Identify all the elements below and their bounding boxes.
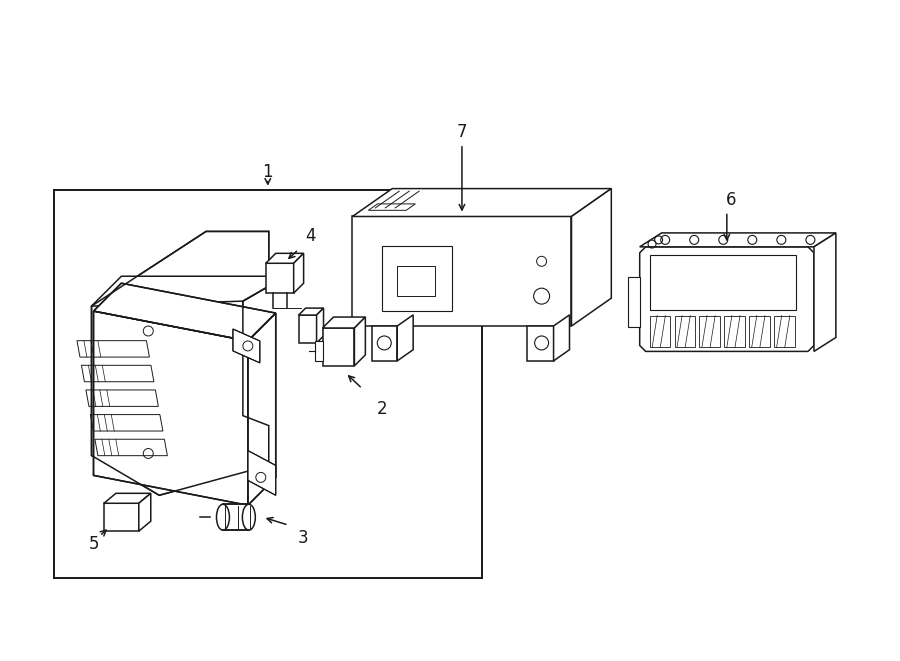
Polygon shape	[397, 315, 413, 361]
Polygon shape	[526, 326, 554, 361]
Polygon shape	[92, 276, 269, 306]
Polygon shape	[322, 328, 355, 366]
Polygon shape	[814, 233, 836, 352]
Polygon shape	[248, 313, 275, 505]
Polygon shape	[223, 504, 248, 530]
Polygon shape	[572, 188, 611, 326]
Polygon shape	[299, 315, 317, 343]
Polygon shape	[139, 493, 151, 531]
Text: 5: 5	[88, 535, 99, 553]
Polygon shape	[104, 503, 139, 531]
Polygon shape	[104, 493, 151, 503]
Ellipse shape	[242, 504, 256, 530]
Polygon shape	[266, 263, 293, 293]
Polygon shape	[627, 277, 640, 327]
Polygon shape	[233, 329, 260, 363]
Polygon shape	[299, 308, 323, 315]
Polygon shape	[248, 451, 275, 495]
Text: 4: 4	[305, 227, 316, 245]
Text: 7: 7	[456, 123, 467, 141]
Text: 3: 3	[297, 529, 308, 547]
Polygon shape	[353, 217, 572, 326]
Polygon shape	[293, 253, 303, 293]
Polygon shape	[373, 326, 397, 361]
Text: 1: 1	[263, 163, 273, 180]
Polygon shape	[315, 341, 322, 361]
Polygon shape	[322, 317, 365, 328]
Text: 2: 2	[377, 400, 388, 418]
Polygon shape	[94, 283, 275, 341]
Polygon shape	[640, 233, 836, 247]
Polygon shape	[317, 308, 323, 343]
Text: 6: 6	[725, 190, 736, 209]
Polygon shape	[92, 231, 269, 495]
Ellipse shape	[217, 504, 230, 530]
Polygon shape	[640, 247, 814, 352]
Polygon shape	[353, 188, 611, 217]
Polygon shape	[94, 311, 248, 505]
Polygon shape	[266, 253, 303, 263]
Polygon shape	[355, 317, 365, 366]
Bar	[54, 190, 482, 578]
Polygon shape	[554, 315, 570, 361]
